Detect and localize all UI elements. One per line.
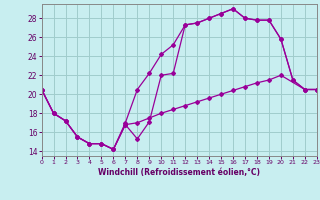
X-axis label: Windchill (Refroidissement éolien,°C): Windchill (Refroidissement éolien,°C) [98,168,260,177]
